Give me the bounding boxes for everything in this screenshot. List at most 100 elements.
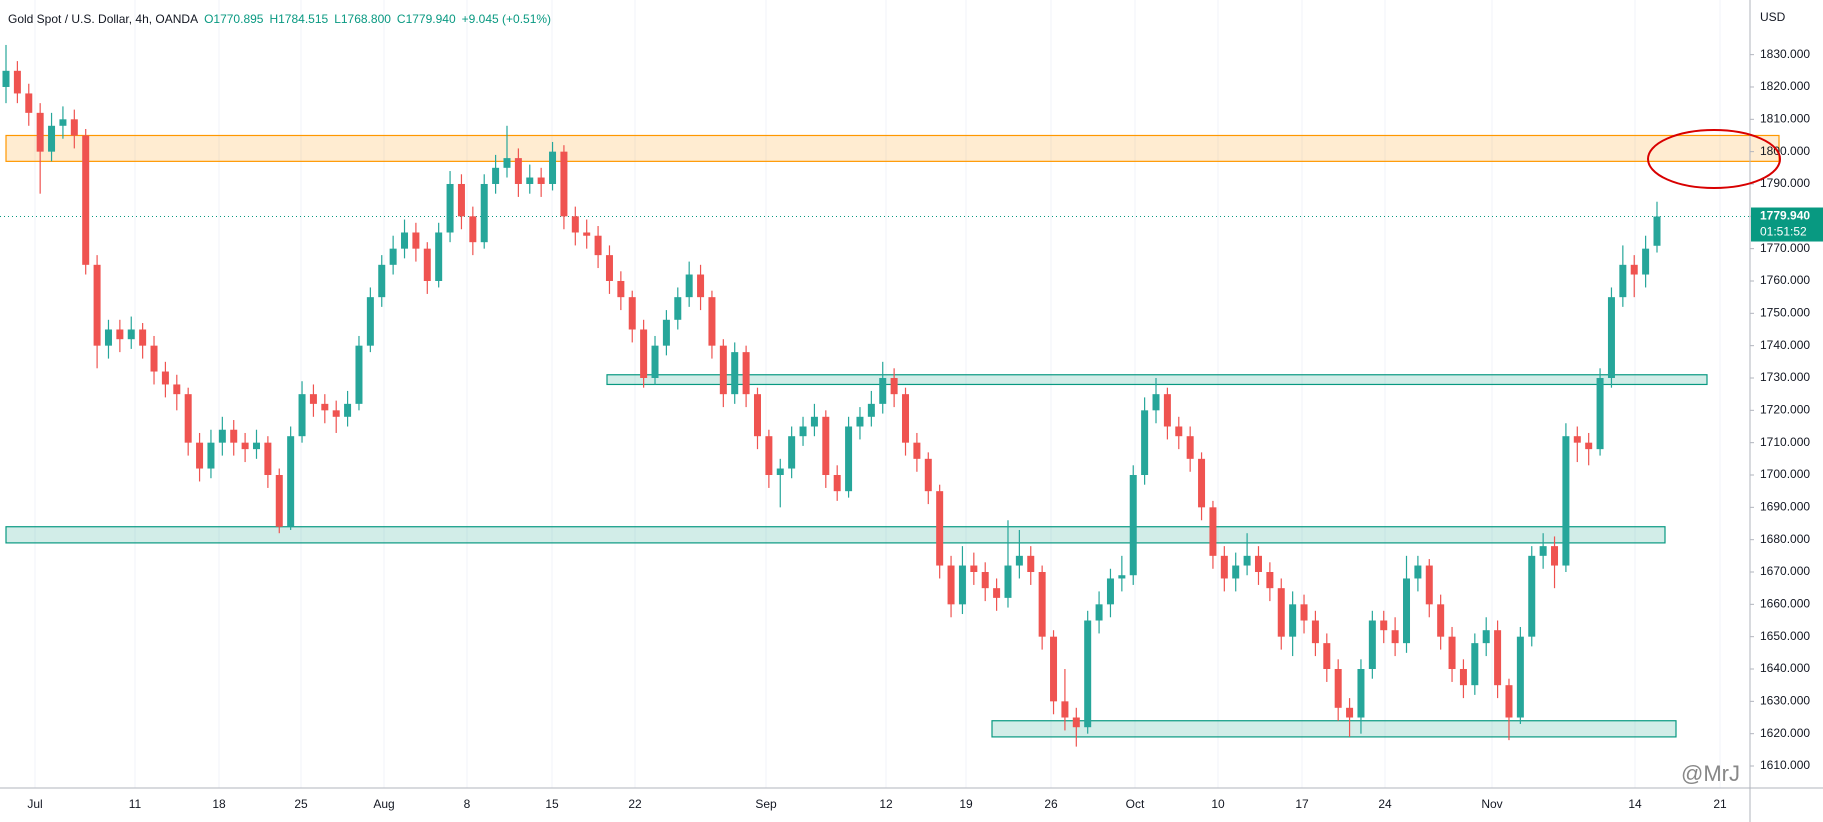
x-tick-label: 11 <box>129 797 142 811</box>
y-tick-label: 1790.000 <box>1760 176 1810 190</box>
candle-body <box>264 442 272 475</box>
candle-body <box>1539 546 1547 556</box>
y-tick-label: 1750.000 <box>1760 305 1810 319</box>
candle-body <box>401 232 409 249</box>
candle-body <box>25 93 33 113</box>
y-tick-label: 1620.000 <box>1760 726 1810 740</box>
candle-body <box>230 429 238 443</box>
x-tick-label: Oct <box>1126 797 1145 811</box>
x-tick-label: 12 <box>879 797 893 811</box>
candle-body <box>697 274 705 298</box>
candle-body <box>389 248 397 265</box>
candle-body <box>1516 636 1524 718</box>
y-tick-label: 1700.000 <box>1760 467 1810 481</box>
candle-body <box>469 216 477 243</box>
y-tick-label: 1660.000 <box>1760 597 1810 611</box>
candle-body <box>970 565 978 573</box>
candle-body <box>1084 620 1092 728</box>
price-tag-label: 1779.940 <box>1760 209 1810 223</box>
x-tick-label: 18 <box>212 797 226 811</box>
zone <box>606 374 1708 386</box>
axes: 1610.000 1620.000 1630.000 1640.000 1650.000… <box>27 47 1823 811</box>
candle-body <box>139 329 147 346</box>
price-tag <box>1751 207 1823 242</box>
x-tick-label: Sep <box>755 797 777 811</box>
x-tick-label: 8 <box>464 797 471 811</box>
y-tick-label: 1610.000 <box>1760 758 1810 772</box>
candle-body <box>514 158 522 184</box>
candle-body <box>1528 555 1536 637</box>
candle-body <box>651 345 659 378</box>
candle-body <box>503 158 511 168</box>
candle-body <box>344 403 352 417</box>
candle-body <box>298 394 306 437</box>
zone <box>5 134 1780 162</box>
candle-body <box>1209 507 1217 556</box>
annotation-ellipse <box>1647 129 1781 189</box>
y-tick-label: 1680.000 <box>1760 532 1810 546</box>
candle-body <box>1152 394 1160 411</box>
candle-body <box>1072 717 1080 728</box>
candle-body <box>719 345 727 395</box>
candle-body <box>1050 636 1058 702</box>
candle-body <box>1562 436 1570 566</box>
x-tick-label: 24 <box>1378 797 1392 811</box>
candle-body <box>287 436 295 527</box>
candle-body <box>640 329 648 378</box>
candle-body <box>742 352 750 395</box>
y-tick-label: 1670.000 <box>1760 564 1810 578</box>
candle-body <box>1471 643 1479 686</box>
y-tick-label: 1740.000 <box>1760 338 1810 352</box>
candle-body <box>207 442 215 469</box>
candle-body <box>605 255 613 281</box>
candle-body <box>1004 565 1012 598</box>
header: Gold Spot / U.S. Dollar, 4h, OANDA O1770.… <box>8 12 551 26</box>
y-tick-label: 1760.000 <box>1760 273 1810 287</box>
candle-body <box>571 216 579 233</box>
candle-body <box>867 403 875 417</box>
candle-body <box>549 151 557 184</box>
candle-body <box>1368 620 1376 670</box>
y-tick-label: 1690.000 <box>1760 500 1810 514</box>
y-tick-label: 1830.000 <box>1760 47 1810 61</box>
candle-body <box>1232 565 1240 579</box>
candle-body <box>583 232 591 236</box>
candle-body <box>617 280 625 298</box>
symbol: Gold Spot / U.S. Dollar, 4h, OANDA <box>8 12 198 26</box>
candle-body <box>36 112 44 152</box>
candle-body <box>753 394 761 437</box>
candle-body <box>1220 555 1228 579</box>
candle-body <box>1505 685 1513 718</box>
candle-body <box>879 377 887 404</box>
candle-body <box>1311 620 1319 644</box>
candle-body <box>1642 248 1650 275</box>
x-tick-label: 19 <box>959 797 973 811</box>
header-value: L1768.800 <box>334 12 391 26</box>
x-tick-label: 21 <box>1713 797 1727 811</box>
y-tick-label: 1630.000 <box>1760 694 1810 708</box>
candle-body <box>662 319 670 346</box>
candle-body <box>252 442 260 450</box>
candle-body <box>1061 701 1069 718</box>
header-value: H1784.515 <box>269 12 328 26</box>
candle-body <box>2 70 10 87</box>
x-tick-label: 15 <box>545 797 559 811</box>
candle-body <box>1243 555 1251 566</box>
candle-body <box>161 371 169 385</box>
candle-body <box>196 442 204 469</box>
candle-body <box>1198 458 1206 508</box>
x-tick-label: 17 <box>1295 797 1309 811</box>
candle-body <box>822 416 830 475</box>
candle-body <box>492 167 500 184</box>
candle-body <box>70 119 78 136</box>
candle-body <box>378 264 386 298</box>
candle-body <box>116 329 124 340</box>
candle-body <box>13 70 21 94</box>
candle-body <box>685 274 693 298</box>
candle-body <box>1323 643 1331 670</box>
x-tick-label: 10 <box>1211 797 1225 811</box>
candle-body <box>1630 264 1638 275</box>
candle-body <box>594 235 602 256</box>
candle-body <box>765 436 773 475</box>
